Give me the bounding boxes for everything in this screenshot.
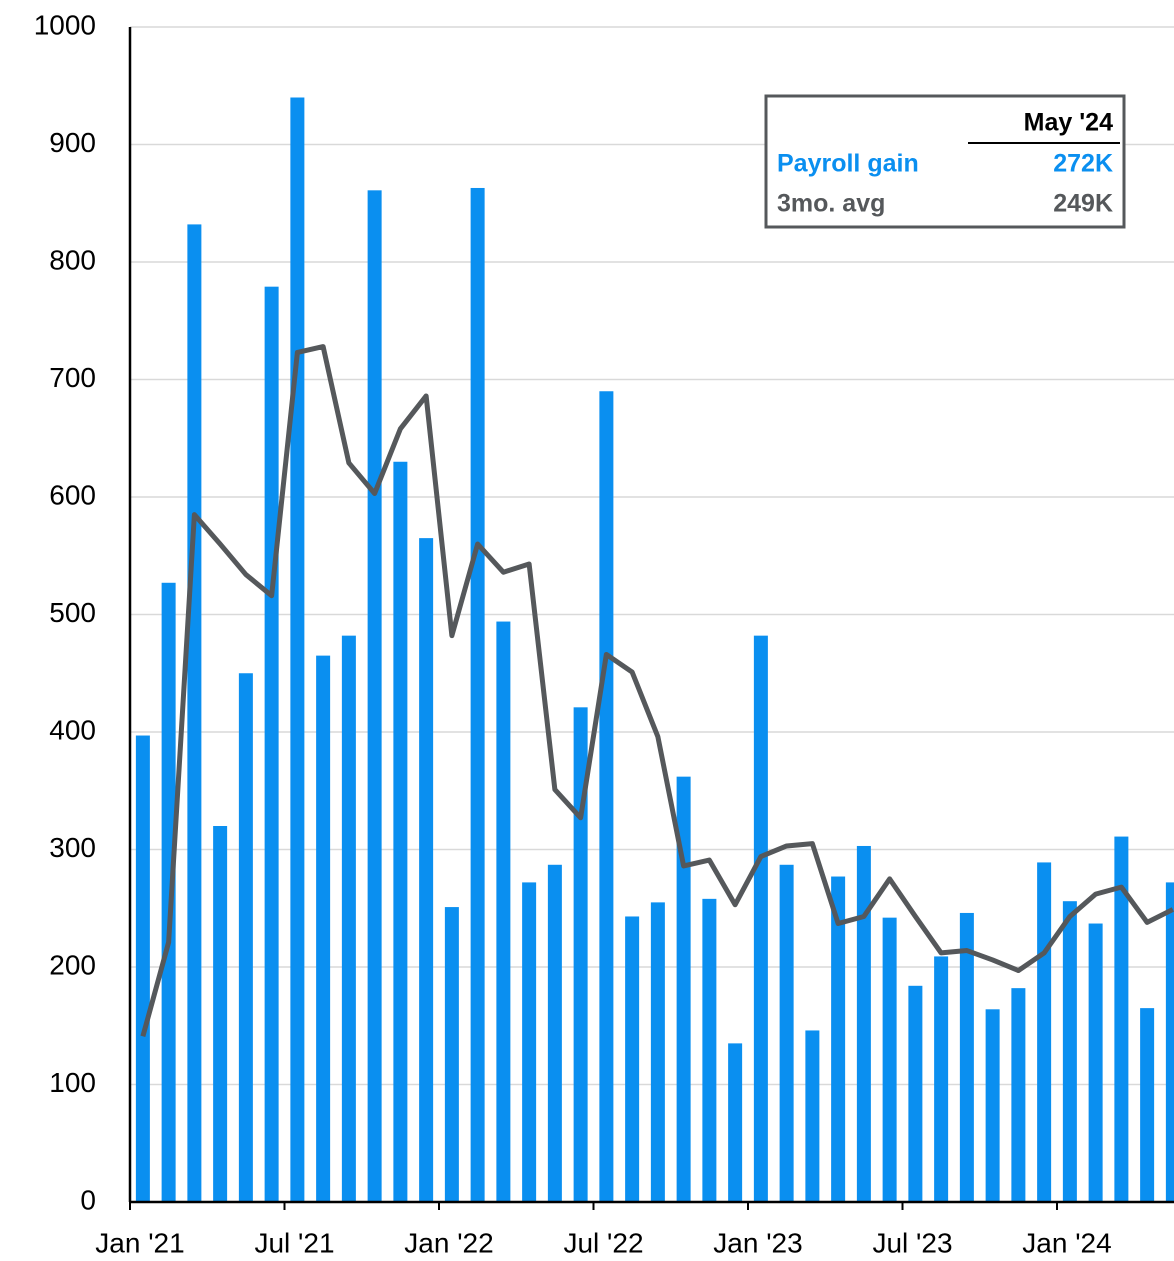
bar	[187, 224, 202, 1202]
bar	[753, 635, 768, 1202]
legend-label: 3mo. avg	[777, 190, 885, 218]
y-tick-label: 0	[80, 1184, 96, 1215]
legend: May '24 Payroll gain 272K 3mo. avg 249K	[764, 94, 1126, 229]
bar	[547, 864, 562, 1202]
legend-value: 272K	[1053, 150, 1113, 178]
bar	[264, 286, 279, 1202]
legend-header: May '24	[1024, 109, 1113, 137]
bar	[599, 391, 614, 1202]
bar	[1140, 1008, 1155, 1202]
bar	[1037, 862, 1052, 1202]
y-tick-label: 200	[49, 949, 96, 980]
bar	[934, 956, 949, 1202]
x-tick-label: Jan '24	[1022, 1227, 1111, 1258]
bar	[908, 985, 923, 1202]
bar	[1088, 923, 1103, 1202]
bar	[419, 538, 434, 1202]
bar	[1011, 988, 1026, 1202]
bar	[959, 912, 974, 1202]
bar	[290, 97, 305, 1202]
bar	[985, 1009, 1000, 1202]
y-tick-label: 300	[49, 832, 96, 863]
bar	[779, 864, 794, 1202]
x-tick-label: Jul '22	[563, 1227, 643, 1258]
bar	[831, 876, 846, 1202]
legend-label: Payroll gain	[777, 150, 919, 178]
y-tick-label: 1000	[34, 9, 96, 40]
bar	[316, 655, 331, 1202]
bar	[1114, 836, 1129, 1202]
bar	[650, 902, 665, 1202]
bar	[470, 187, 485, 1203]
bar	[213, 826, 228, 1202]
bar	[856, 845, 871, 1202]
y-tick-label: 100	[49, 1067, 96, 1098]
x-tick-label: Jan '21	[95, 1227, 184, 1258]
bar	[676, 776, 691, 1202]
legend-box	[764, 94, 1126, 229]
bar	[522, 882, 537, 1202]
x-tick-label: Jan '22	[404, 1227, 493, 1258]
bar	[161, 582, 176, 1202]
y-tick-label: 500	[49, 597, 96, 628]
x-tick-label: Jan '23	[713, 1227, 802, 1258]
bar	[393, 461, 408, 1202]
line	[140, 344, 1174, 1037]
bar	[341, 635, 356, 1202]
legend-value: 249K	[1053, 190, 1113, 218]
bar	[625, 916, 640, 1202]
y-tick-label: 800	[49, 244, 96, 275]
y-tick-label: 400	[49, 714, 96, 745]
bar	[1165, 882, 1174, 1202]
x-tick-label: Jul '23	[872, 1227, 952, 1258]
bar	[805, 1030, 820, 1202]
bar	[135, 735, 150, 1202]
bar	[728, 1043, 743, 1202]
bar	[496, 621, 511, 1202]
bar	[573, 707, 588, 1202]
bar	[1062, 901, 1077, 1202]
bar	[882, 917, 897, 1202]
y-tick-label: 600	[49, 479, 96, 510]
bar	[367, 190, 382, 1202]
bar	[702, 898, 717, 1202]
y-tick-label: 700	[49, 362, 96, 393]
plot-area: 0 100 200 300 400 500 600 700 800 900 1000 Jan '21 J…	[34, 9, 1174, 1258]
x-tick-label: Jul '21	[254, 1227, 334, 1258]
y-tick-label: 900	[49, 127, 96, 158]
bar	[238, 673, 253, 1202]
bar	[444, 907, 459, 1202]
